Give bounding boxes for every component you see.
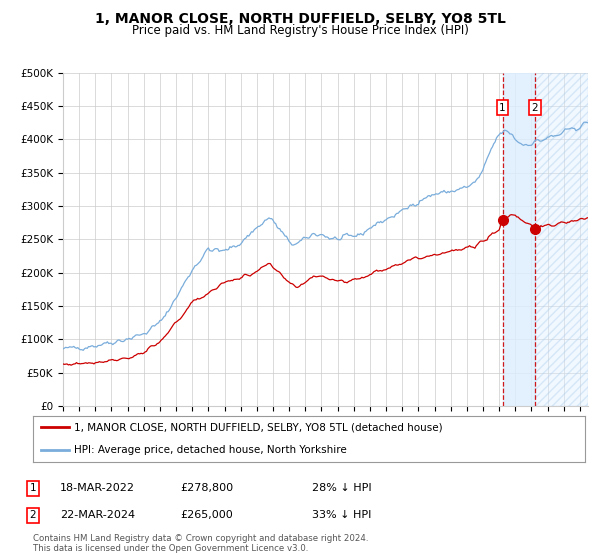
- Text: 1, MANOR CLOSE, NORTH DUFFIELD, SELBY, YO8 5TL: 1, MANOR CLOSE, NORTH DUFFIELD, SELBY, Y…: [95, 12, 505, 26]
- Text: 18-MAR-2022: 18-MAR-2022: [60, 483, 135, 493]
- Text: 1, MANOR CLOSE, NORTH DUFFIELD, SELBY, YO8 5TL (detached house): 1, MANOR CLOSE, NORTH DUFFIELD, SELBY, Y…: [74, 422, 443, 432]
- Text: 1: 1: [499, 103, 506, 113]
- Bar: [503, 73, 535, 406]
- Text: 1: 1: [29, 483, 37, 493]
- Text: 2: 2: [29, 510, 37, 520]
- Text: £278,800: £278,800: [180, 483, 233, 493]
- Text: £265,000: £265,000: [180, 510, 233, 520]
- Text: Contains HM Land Registry data © Crown copyright and database right 2024.
This d: Contains HM Land Registry data © Crown c…: [33, 534, 368, 553]
- Text: HPI: Average price, detached house, North Yorkshire: HPI: Average price, detached house, Nort…: [74, 445, 347, 455]
- Text: 28% ↓ HPI: 28% ↓ HPI: [312, 483, 371, 493]
- Text: 22-MAR-2024: 22-MAR-2024: [60, 510, 135, 520]
- Text: 2: 2: [532, 103, 538, 113]
- Bar: [535, 73, 588, 406]
- Text: Price paid vs. HM Land Registry's House Price Index (HPI): Price paid vs. HM Land Registry's House …: [131, 24, 469, 37]
- Text: 33% ↓ HPI: 33% ↓ HPI: [312, 510, 371, 520]
